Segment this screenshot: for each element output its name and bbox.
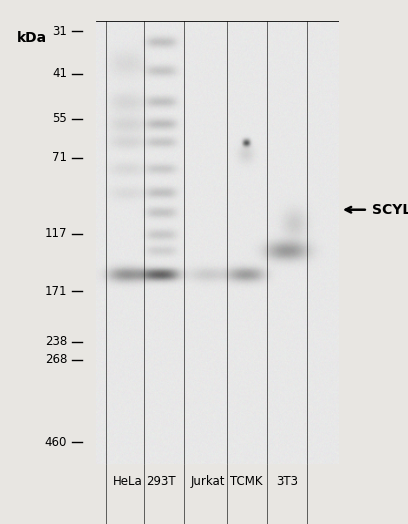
Text: Jurkat: Jurkat [190,475,225,488]
Text: 460: 460 [45,436,67,449]
Text: 238: 238 [45,335,67,348]
Text: 71: 71 [52,151,67,164]
Text: 55: 55 [52,112,67,125]
Text: SCYL2: SCYL2 [372,203,408,217]
Text: kDa: kDa [17,31,47,45]
Text: 41: 41 [52,68,67,80]
Text: 31: 31 [52,25,67,38]
Text: HeLa: HeLa [113,475,142,488]
Text: 171: 171 [44,285,67,298]
Text: 293T: 293T [146,475,176,488]
Text: 3T3: 3T3 [277,475,299,488]
Text: 117: 117 [44,227,67,240]
Text: 268: 268 [45,353,67,366]
Text: TCMK: TCMK [230,475,263,488]
